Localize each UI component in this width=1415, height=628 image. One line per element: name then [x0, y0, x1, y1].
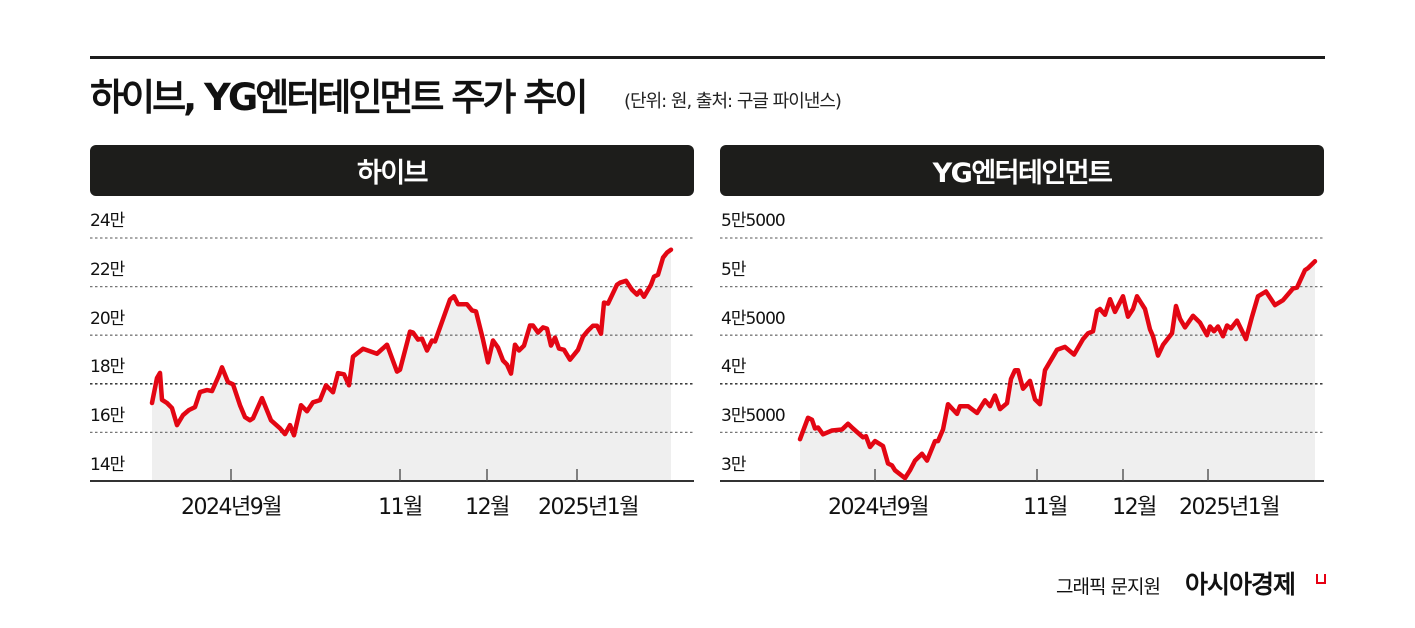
x-tick-label: 11월 [378, 495, 423, 520]
price-line [797, 259, 1318, 481]
y-tick-label: 3만5000 [721, 406, 786, 426]
y-tick-label: 20만 [90, 309, 125, 329]
y-tick-label: 4만5000 [721, 309, 786, 329]
unit-source-note: (단위: 원, 출처: 구글 파이낸스) [624, 91, 842, 112]
brand-logo: 아시아경제 [1185, 570, 1296, 599]
price-line [149, 247, 674, 438]
x-tick-label: 2024년9월 [181, 495, 282, 520]
x-tick-label: 12월 [465, 495, 510, 520]
brand-mark-icon [1316, 574, 1326, 584]
panel-title-yg: YG엔터테인먼트 [720, 145, 1324, 196]
panel-title-hybe: 하이브 [90, 145, 694, 196]
y-tick-label: 5만5000 [721, 211, 786, 231]
y-tick-label: 14만 [90, 455, 125, 475]
x-tick-label: 2025년1월 [1179, 495, 1280, 520]
y-tick-label: 16만 [90, 406, 125, 426]
y-tick-label: 22만 [90, 260, 125, 280]
y-tick-label: 4만 [721, 357, 746, 377]
area-fill [152, 249, 671, 481]
x-tick-label: 12월 [1112, 495, 1157, 520]
graphic-credit: 그래픽 문지원 [1056, 576, 1161, 598]
y-tick-label: 18만 [90, 357, 125, 377]
top-divider [90, 56, 1325, 59]
x-tick-label: 2024년9월 [828, 495, 929, 520]
y-tick-label: 3만 [721, 455, 746, 475]
x-tick-label: 2025년1월 [538, 495, 639, 520]
page-title: 하이브, YG엔터테인먼트 주가 추이 [90, 76, 588, 119]
y-tick-label: 24만 [90, 211, 125, 231]
area-fill [800, 261, 1315, 481]
y-tick-label: 5만 [721, 260, 746, 280]
x-tick-label: 11월 [1023, 495, 1068, 520]
